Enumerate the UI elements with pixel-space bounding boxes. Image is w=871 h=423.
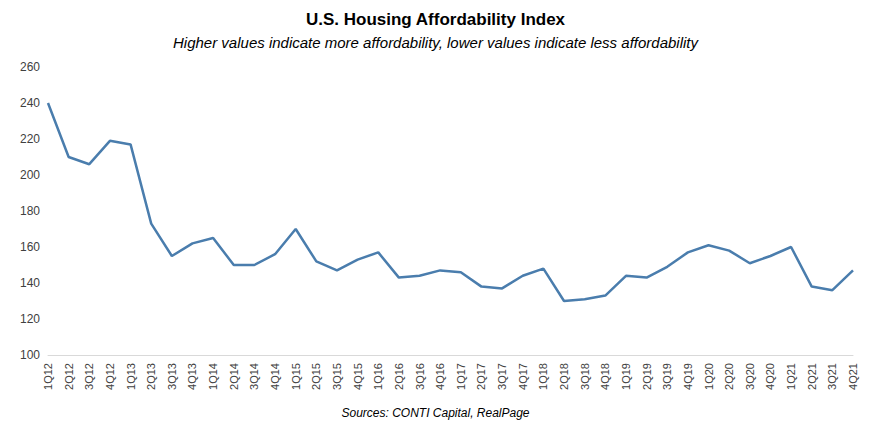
svg-text:3Q13: 3Q13 <box>166 363 178 390</box>
svg-text:1Q15: 1Q15 <box>290 363 302 390</box>
svg-text:1Q21: 1Q21 <box>785 363 797 390</box>
svg-text:2Q17: 2Q17 <box>475 363 487 390</box>
svg-text:4Q14: 4Q14 <box>269 363 281 390</box>
svg-text:1Q12: 1Q12 <box>42 363 54 390</box>
svg-text:3Q18: 3Q18 <box>579 363 591 390</box>
svg-text:4Q12: 4Q12 <box>104 363 116 390</box>
svg-text:4Q15: 4Q15 <box>352 363 364 390</box>
svg-text:2Q19: 2Q19 <box>641 363 653 390</box>
svg-text:1Q13: 1Q13 <box>125 363 137 390</box>
svg-text:2Q15: 2Q15 <box>310 363 322 390</box>
svg-text:1Q19: 1Q19 <box>620 363 632 390</box>
svg-text:Higher values indicate more af: Higher values indicate more affordabilit… <box>173 34 699 51</box>
svg-text:2Q12: 2Q12 <box>63 363 75 390</box>
svg-text:4Q20: 4Q20 <box>764 363 776 390</box>
svg-text:220: 220 <box>20 132 40 146</box>
svg-text:3Q15: 3Q15 <box>331 363 343 390</box>
svg-text:3Q14: 3Q14 <box>248 363 260 390</box>
svg-text:Sources: CONTI Capital, RealPa: Sources: CONTI Capital, RealPage <box>341 406 529 420</box>
svg-text:1Q17: 1Q17 <box>455 363 467 390</box>
svg-text:1Q14: 1Q14 <box>207 363 219 390</box>
svg-text:1Q20: 1Q20 <box>703 363 715 390</box>
svg-text:260: 260 <box>20 60 40 74</box>
svg-text:160: 160 <box>20 240 40 254</box>
svg-text:3Q16: 3Q16 <box>414 363 426 390</box>
svg-text:3Q20: 3Q20 <box>744 363 756 390</box>
svg-text:2Q16: 2Q16 <box>393 363 405 390</box>
svg-text:2Q18: 2Q18 <box>558 363 570 390</box>
svg-text:180: 180 <box>20 204 40 218</box>
svg-text:3Q12: 3Q12 <box>83 363 95 390</box>
svg-text:1Q16: 1Q16 <box>372 363 384 390</box>
svg-text:140: 140 <box>20 276 40 290</box>
svg-text:2Q14: 2Q14 <box>228 363 240 390</box>
svg-text:1Q18: 1Q18 <box>537 363 549 390</box>
svg-text:240: 240 <box>20 96 40 110</box>
svg-text:200: 200 <box>20 168 40 182</box>
svg-text:4Q16: 4Q16 <box>434 363 446 390</box>
svg-text:2Q13: 2Q13 <box>145 363 157 390</box>
svg-text:120: 120 <box>20 312 40 326</box>
svg-text:4Q21: 4Q21 <box>847 363 859 390</box>
svg-text:2Q20: 2Q20 <box>723 363 735 390</box>
svg-text:100: 100 <box>20 348 40 362</box>
svg-text:4Q17: 4Q17 <box>517 363 529 390</box>
svg-text:4Q13: 4Q13 <box>186 363 198 390</box>
svg-text:U.S. Housing Affordability Ind: U.S. Housing Affordability Index <box>306 10 566 29</box>
svg-text:3Q19: 3Q19 <box>661 363 673 390</box>
svg-text:2Q21: 2Q21 <box>806 363 818 390</box>
svg-text:4Q19: 4Q19 <box>682 363 694 390</box>
svg-text:4Q18: 4Q18 <box>599 363 611 390</box>
svg-text:3Q21: 3Q21 <box>826 363 838 390</box>
svg-text:3Q17: 3Q17 <box>496 363 508 390</box>
